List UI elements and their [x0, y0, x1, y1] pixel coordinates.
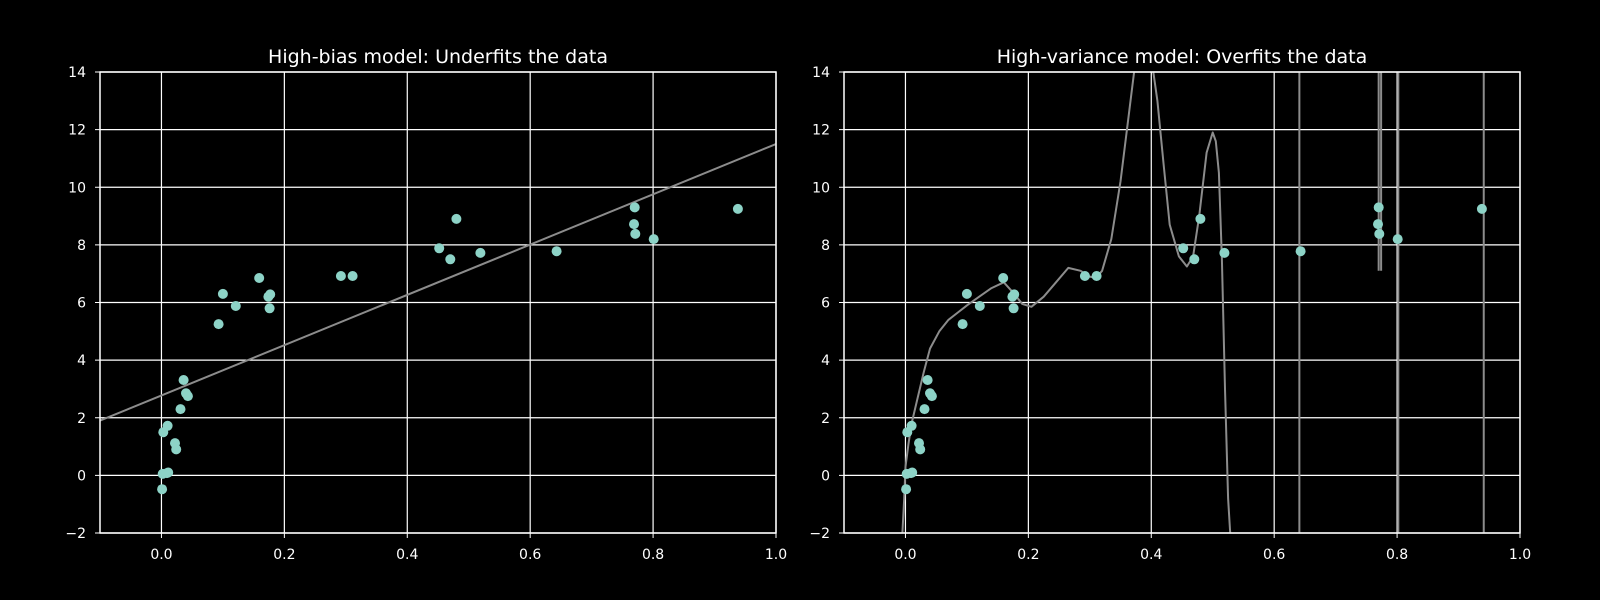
overfit-ytick-label: 0 — [821, 468, 830, 484]
underfit-data-point — [182, 391, 193, 402]
underfit-model-line — [100, 143, 776, 422]
overfit-xtick-label: 0.2 — [1017, 547, 1039, 563]
underfit-data-point — [648, 234, 659, 245]
underfit-data-point — [551, 246, 562, 257]
underfit-data-point — [629, 202, 640, 213]
overfit-data-point — [1219, 247, 1230, 258]
underfit-data-point — [163, 467, 174, 478]
overfit-ytick-label: 6 — [821, 296, 830, 312]
overfit-xtick-label: 0.0 — [894, 547, 916, 563]
overfit-xtick-label: 0.6 — [1263, 547, 1285, 563]
overfit-data-point — [1008, 303, 1019, 314]
overfit-ytick-label: 4 — [821, 353, 830, 369]
underfit-data-point — [157, 484, 168, 495]
overfit-xtick-label: 0.4 — [1140, 547, 1162, 563]
underfit-data-point — [264, 303, 275, 314]
underfit-ytick-label: 14 — [68, 65, 86, 81]
overfit-data-point — [1091, 271, 1102, 281]
overfit-xtick-label: 1.0 — [1509, 547, 1531, 563]
overfit-data-point — [957, 319, 968, 330]
underfit-ytick-label: −2 — [65, 526, 86, 542]
underfit-data-point — [335, 271, 346, 281]
overfit-data-point — [919, 404, 930, 415]
underfit-ytick-label: 0 — [77, 468, 86, 484]
underfit-ytick-label: 4 — [77, 353, 86, 369]
underfit-xtick-label: 0.2 — [273, 547, 295, 563]
underfit-data-point — [265, 289, 276, 300]
overfit-point-layer — [901, 202, 1487, 495]
overfit-data-point — [961, 288, 972, 299]
overfit-data-point — [922, 375, 933, 385]
overfit-ytick-label: 8 — [821, 238, 830, 254]
overfit-data-point — [1392, 234, 1403, 245]
underfit-data-point — [445, 254, 456, 265]
overfit-data-point — [1195, 213, 1206, 224]
overfit-data-point — [998, 273, 1009, 283]
overfit-ytick-label: 10 — [812, 180, 830, 196]
overfit-data-point — [926, 391, 937, 402]
underfit-data-point — [217, 288, 228, 299]
overfit-data-point — [1009, 289, 1020, 300]
underfit-data-point — [434, 243, 445, 254]
underfit-ytick-label: 6 — [77, 296, 86, 312]
overfit-data-point — [901, 484, 912, 495]
underfit-data-point — [178, 375, 189, 385]
underfit-xtick-label: 0.8 — [642, 547, 664, 563]
overfit-data-point — [1295, 246, 1306, 257]
underfit-ytick-label: 8 — [77, 238, 86, 254]
underfit-point-layer — [157, 202, 743, 495]
underfit-xtick-label: 0.4 — [396, 547, 418, 563]
underfit-xtick-label: 0.0 — [150, 547, 172, 563]
underfit-ytick-label: 12 — [68, 123, 86, 139]
underfit-data-point — [175, 404, 186, 415]
underfit-data-point — [732, 203, 743, 214]
underfit-y-ticks: −2 0 2 4 6 8 10 12 14 — [65, 65, 100, 542]
overfit-ytick-label: 2 — [821, 411, 830, 427]
underfit-data-point — [230, 301, 241, 311]
underfit-chart: High-bias model: Underfits the data 0.0 0… — [65, 46, 787, 563]
overfit-data-point — [1476, 203, 1487, 214]
underfit-x-ticks: 0.0 0.2 0.4 0.6 0.8 1.0 — [150, 533, 787, 563]
overfit-data-point — [915, 444, 926, 455]
overfit-ytick-label: 12 — [812, 123, 830, 139]
underfit-data-point — [171, 444, 182, 455]
underfit-data-point — [254, 273, 265, 283]
overfit-data-point — [1079, 271, 1090, 281]
overfit-data-point — [974, 301, 985, 311]
overfit-data-point — [906, 420, 917, 431]
overfit-ytick-label: 14 — [812, 65, 830, 81]
overfit-data-point — [1189, 254, 1200, 265]
underfit-xtick-label: 0.6 — [519, 547, 541, 563]
underfit-data-point — [213, 319, 224, 330]
underfit-ytick-label: 2 — [77, 411, 86, 427]
underfit-data-point — [162, 420, 173, 431]
underfit-data-point — [630, 228, 641, 239]
overfit-chart: High-variance model: Overfits the data 0… — [809, 46, 1531, 563]
overfit-y-ticks: −2 0 2 4 6 8 10 12 14 — [809, 65, 844, 542]
underfit-data-point — [629, 219, 639, 230]
overfit-chart-title: High-variance model: Overfits the data — [997, 46, 1368, 68]
underfit-data-point — [347, 271, 358, 281]
underfit-chart-title: High-bias model: Underfits the data — [268, 46, 608, 68]
overfit-ytick-label: −2 — [809, 526, 830, 542]
underfit-data-point — [451, 213, 462, 224]
overfit-data-point — [1373, 219, 1383, 230]
overfit-xtick-label: 0.8 — [1386, 547, 1408, 563]
overfit-data-point — [1178, 243, 1189, 254]
overfit-data-point — [907, 467, 918, 478]
overfit-data-point — [1374, 228, 1385, 239]
overfit-x-ticks: 0.0 0.2 0.4 0.6 0.8 1.0 — [894, 533, 1531, 563]
underfit-xtick-label: 1.0 — [765, 547, 787, 563]
underfit-model-layer — [100, 143, 776, 422]
overfit-data-point — [1373, 202, 1384, 213]
underfit-data-point — [475, 247, 486, 258]
underfit-ytick-label: 10 — [68, 180, 86, 196]
